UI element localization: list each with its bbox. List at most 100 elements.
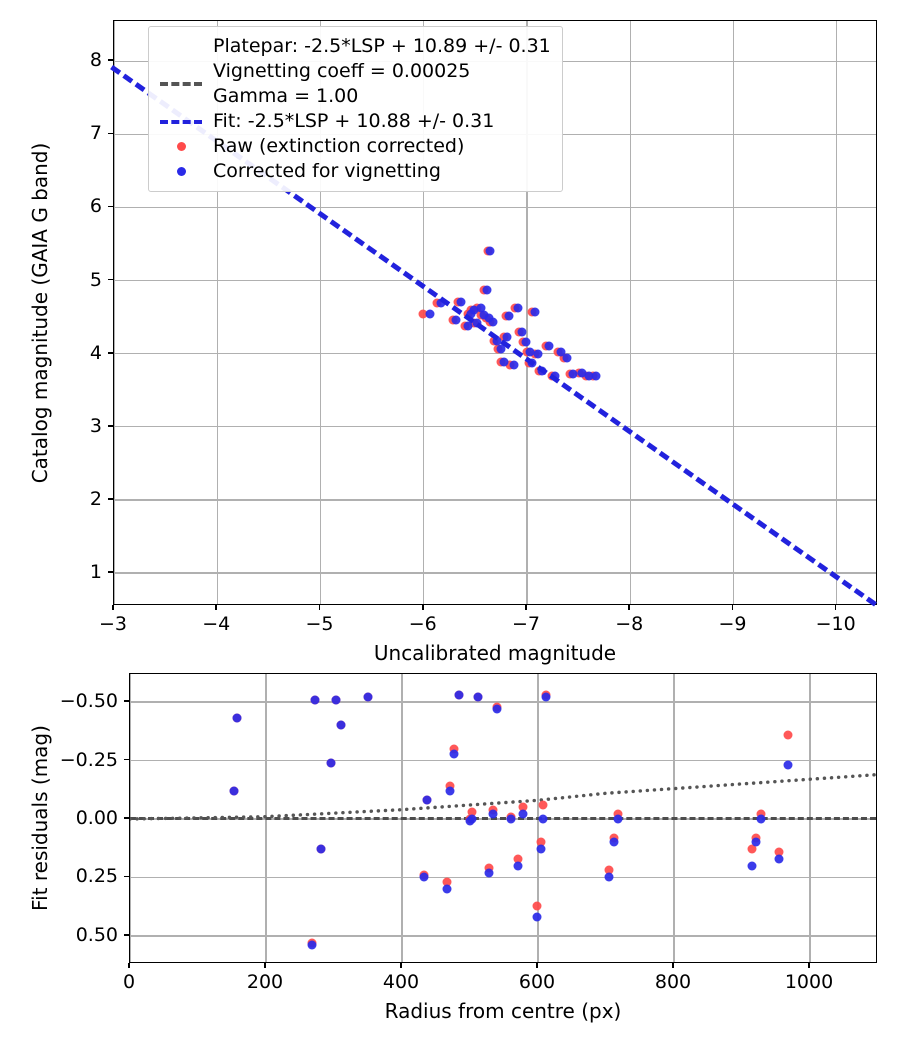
legend-entry-vignetting-coeff: Vignetting coeff = 0.00025 Gamma = 1.00 [158,59,551,109]
xtick-label: −9 [718,613,747,635]
ytick-label: 6 [89,195,102,218]
data-point-raw [609,833,619,843]
legend-label-raw: Raw (extinction corrected) [213,135,465,157]
ytick-label: 0.00 [75,807,118,829]
gridline-horizontal [130,876,876,879]
gridline-horizontal [114,499,876,501]
residuals-plot-axes [129,673,877,963]
ytick-label: 2 [89,487,102,510]
data-point-corrected [568,369,578,379]
data-point-corrected [326,758,336,768]
xtick-label: −6 [408,613,437,635]
legend-label-platepar: Platepar: -2.5*LSP + 10.89 +/- 0.31 [213,35,551,57]
ytick-label: 7 [89,122,102,145]
xtick [536,963,538,968]
data-point-corrected [506,814,516,824]
data-point-corrected [499,357,509,367]
data-point-corrected [425,309,435,319]
ytick [108,425,113,427]
data-point-corrected [541,692,551,702]
xtick-label: 0 [122,971,136,993]
gridline-horizontal [130,935,876,937]
residuals-yaxis-label: Fit residuals (mag) [28,725,52,911]
data-point-raw [484,863,494,873]
legend: Platepar: -2.5*LSP + 10.89 +/- 0.31 Vign… [148,26,563,192]
data-point-corrected [518,809,528,819]
data-point-corrected [488,317,498,327]
gridline-vertical [526,21,528,604]
xtick [628,605,630,610]
data-point-corrected [517,327,527,337]
ytick-label: 1 [89,561,102,584]
data-point-corrected [484,868,494,878]
legend-label-vignetting-coeff: Vignetting coeff = 0.00025 [213,60,471,82]
xtick [128,963,130,968]
data-point-corrected [472,318,482,328]
data-point-corrected [538,814,548,824]
data-point-corrected [469,305,479,315]
legend-key-corrected-dot [158,167,204,176]
data-point-raw [442,877,452,887]
data-point-corrected [525,347,535,357]
ytick-label: 5 [89,268,102,291]
xtick [808,963,810,968]
data-point-corrected [419,872,429,882]
data-point-raw [532,901,542,911]
xtick-label: −8 [615,613,644,635]
gridline-vertical [114,21,115,604]
data-point-corrected [467,814,477,824]
ytick [108,132,113,135]
gridline-horizontal [130,759,876,762]
data-point-corrected [609,837,619,847]
data-point-corrected [492,336,502,346]
legend-key-blue-dash [158,119,204,124]
gridline-vertical [319,21,322,604]
data-point-corrected [316,844,326,854]
data-point-corrected [774,854,784,864]
data-point-corrected [310,695,320,705]
ytick [108,571,113,573]
xtick-label: −3 [98,613,128,635]
data-point-corrected [504,311,514,321]
data-point-corrected [613,814,623,824]
data-point-corrected [556,347,566,357]
data-point-corrected [422,795,432,805]
data-point-corrected [513,303,523,313]
gridline-horizontal [114,279,876,282]
data-point-raw [518,802,528,812]
data-point-corrected [492,704,502,714]
data-point-corrected [496,344,506,354]
data-point-corrected [229,786,239,796]
gridline-horizontal [130,701,876,703]
data-point-corrected [550,371,560,381]
xtick [672,963,674,968]
xtick [318,605,321,610]
calibration-yaxis-label: Catalog magnitude (GAIA G band) [28,142,52,483]
calibration-xaxis-label: Uncalibrated magnitude [373,641,617,665]
data-point-corrected [521,337,531,347]
data-point-corrected [532,912,542,922]
xtick-label: 1000 [784,971,834,993]
data-point-corrected [591,371,601,381]
data-point-corrected [363,692,373,702]
data-point-corrected [476,303,485,313]
gridline-horizontal [114,426,876,428]
data-point-corrected [584,371,594,381]
data-point-corrected [449,749,459,759]
data-point-corrected [488,809,498,819]
data-point-raw [613,809,623,819]
xtick-label: −10 [815,613,856,635]
data-point-corrected [509,360,519,370]
xtick-label: −5 [305,613,334,635]
data-point-corrected [530,307,540,317]
legend-entry-platepar: Platepar: -2.5*LSP + 10.89 +/- 0.31 [158,34,551,59]
data-point-corrected [479,310,489,320]
data-point-corrected [783,760,793,770]
data-point-corrected [456,297,466,307]
gridline-horizontal [114,353,876,355]
xtick [731,605,734,610]
xtick-label: −7 [511,613,540,635]
gridline-vertical [216,21,218,604]
gridline-horizontal [114,206,876,209]
red-dot-icon [176,142,186,151]
